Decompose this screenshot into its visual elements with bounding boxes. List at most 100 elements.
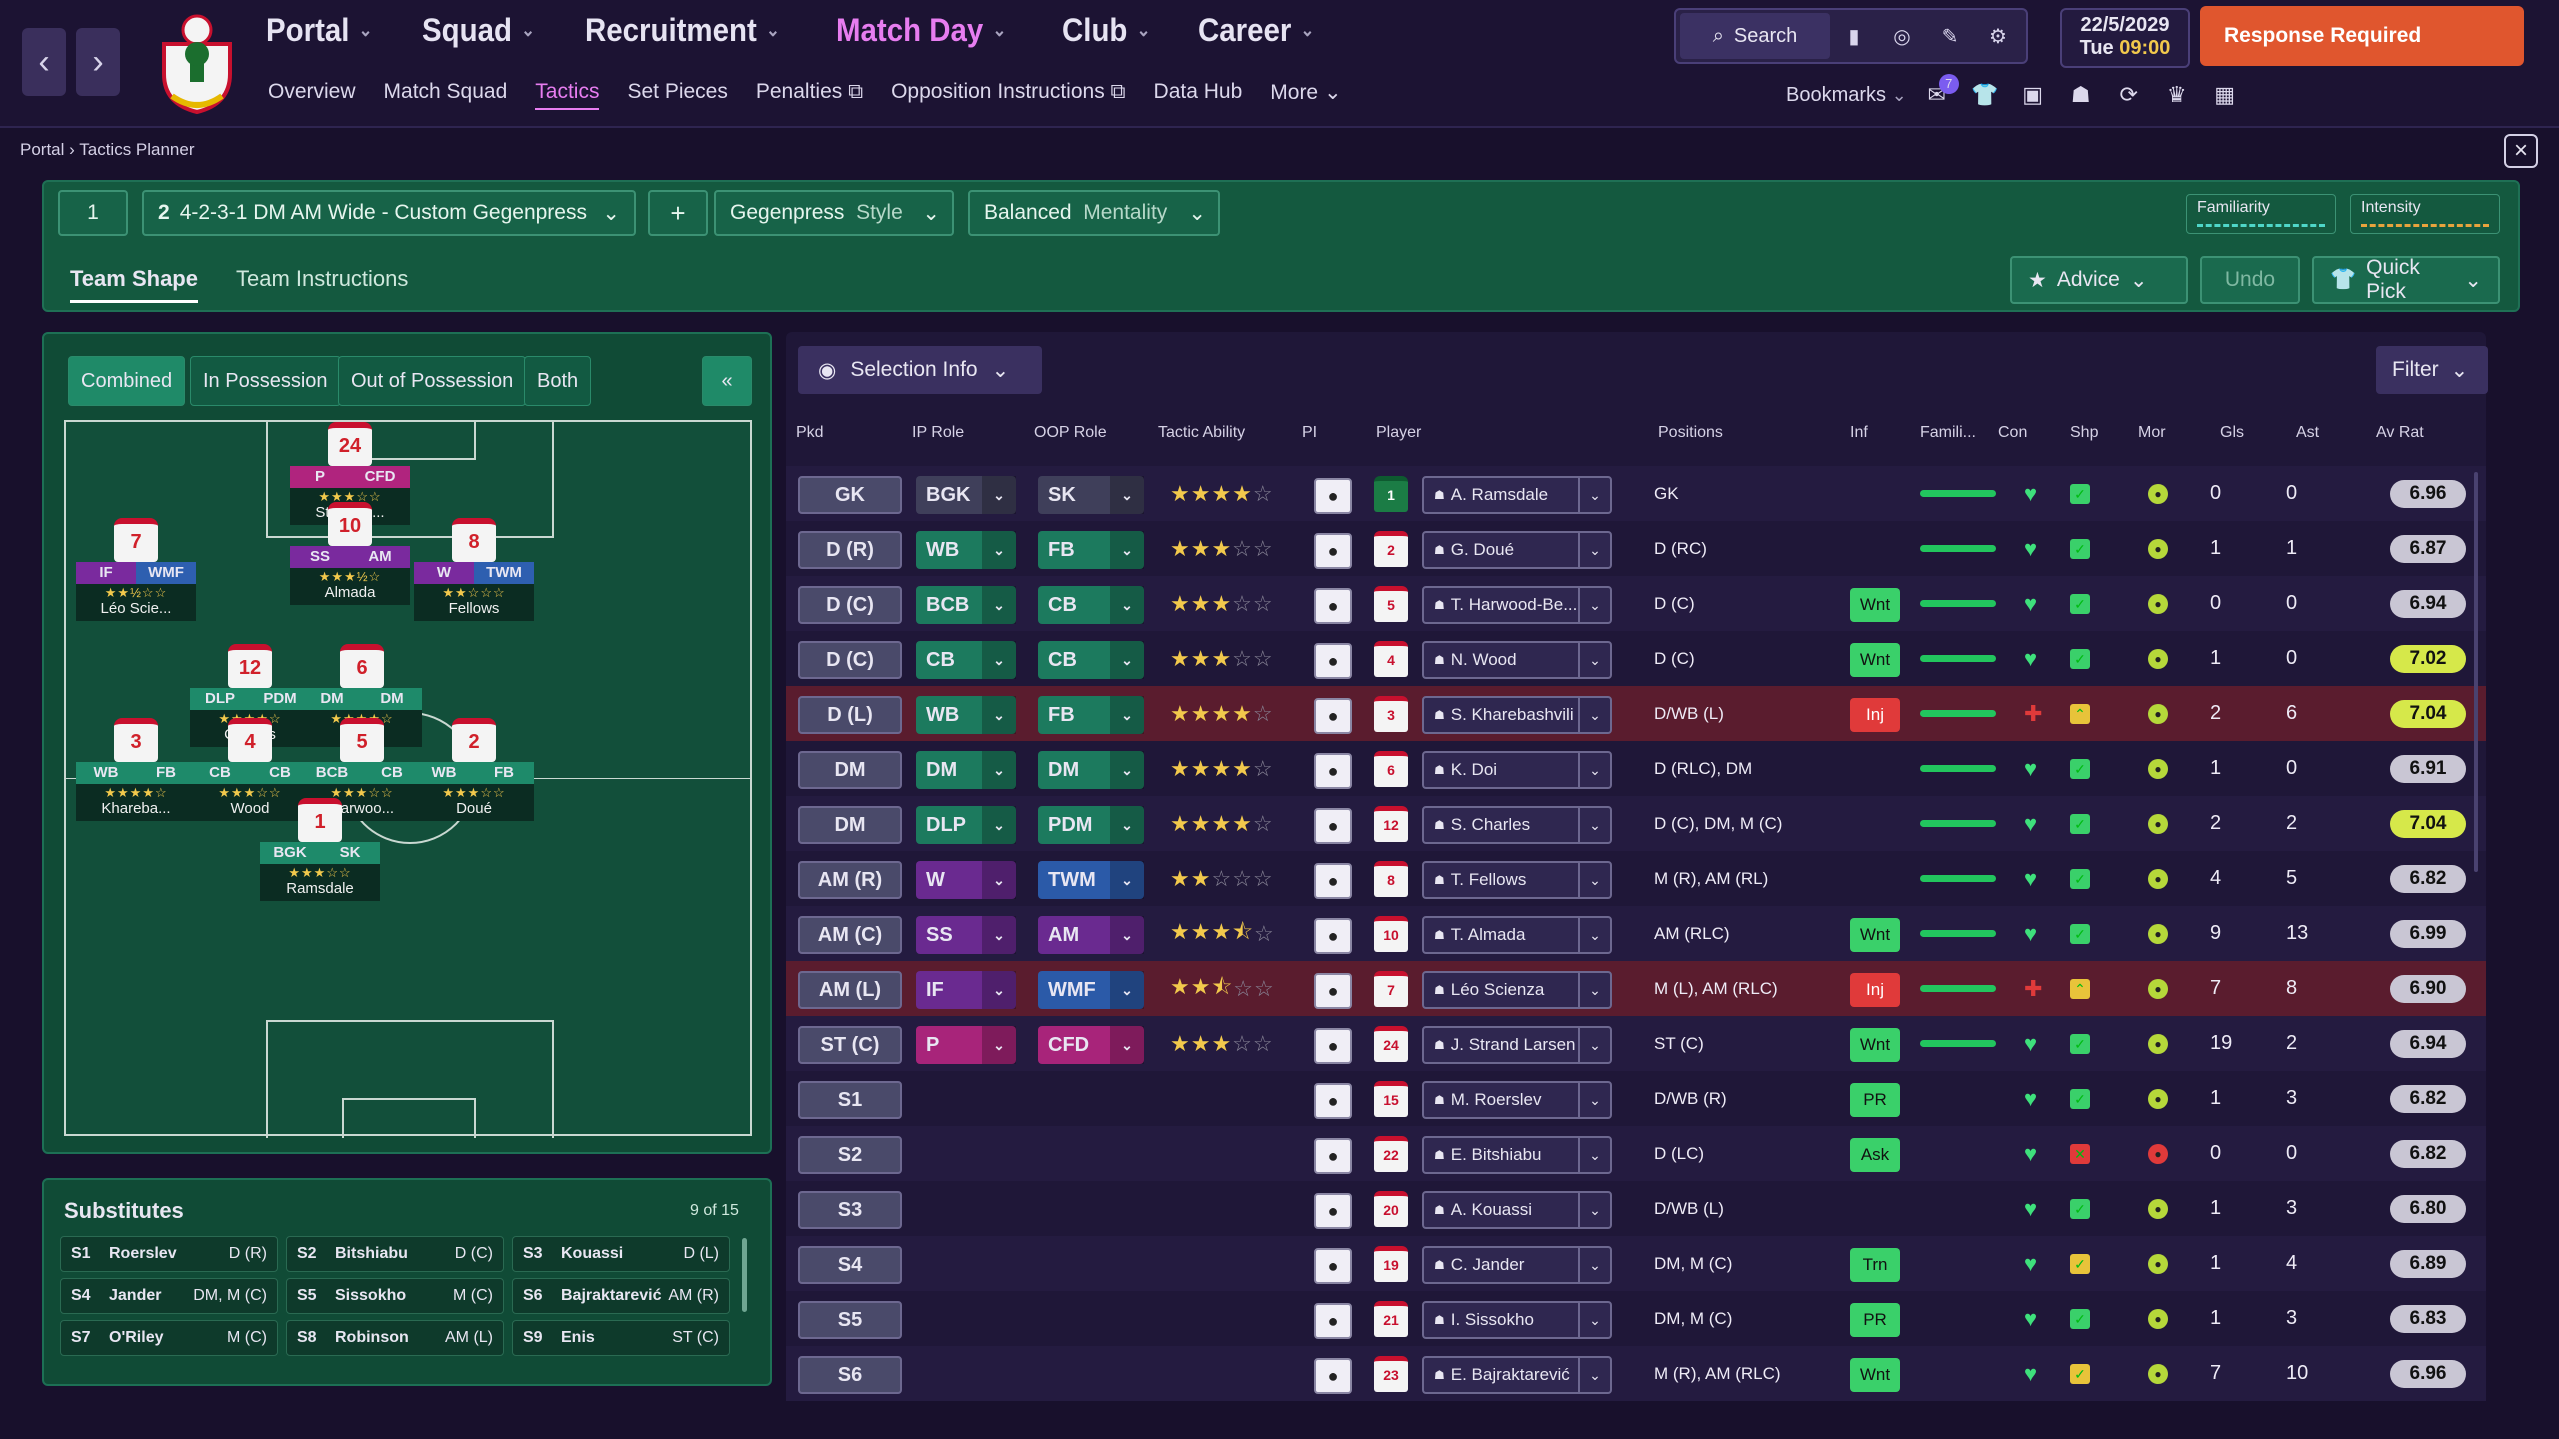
player-select[interactable]: ☗ T. Fellows ⌄ [1422,861,1612,899]
picked-position[interactable]: DM [798,806,902,844]
trophy-icon[interactable]: ♛ [2166,82,2187,107]
picked-position[interactable]: S1 [798,1081,902,1119]
undo-button[interactable]: Undo [2200,256,2300,304]
oop-role-select[interactable]: SK ⌄ [1038,476,1144,514]
globe-icon[interactable]: ◎ [1893,25,1911,48]
player-instructions-button[interactable]: ● [1314,973,1352,1009]
submenu-penalties[interactable]: Penalties ⧉ [756,80,863,110]
inbox-icon[interactable]: ✉ 7 [1913,74,1961,108]
player-select[interactable]: ☗ C. Jander ⌄ [1422,1246,1612,1284]
club-crest-icon[interactable] [152,10,242,115]
player-instructions-button[interactable]: ● [1314,808,1352,844]
player-instructions-button[interactable]: ● [1314,863,1352,899]
player-select[interactable]: ☗ M. Roerslev ⌄ [1422,1081,1612,1119]
column-header[interactable]: Pkd [796,424,824,441]
picked-position[interactable]: AM (R) [798,861,902,899]
table-row[interactable]: D (C) CB ⌄ CB ⌄ ★★★ ☆ ☆ ● 4 ☗ N. Wood ⌄ D (C) Wnt ♥ ✓ ● 1 0… [786,631,2486,686]
substitute-item[interactable]: S6 Bajraktarević AM (R) [512,1278,730,1314]
date-display[interactable]: 22/5/2029 Tue 09:00 [2060,8,2190,68]
column-header[interactable]: Av Rat [2376,424,2424,441]
oop-role-select[interactable]: CB ⌄ [1038,586,1144,624]
pitch-player[interactable]: 4 CB CB ★★★☆☆ Wood [190,718,310,821]
filter-dropdown[interactable]: Filter ⌄ [2376,346,2488,394]
table-row[interactable]: DM DLP ⌄ PDM ⌄ ★★★★ ☆ ● 12 ☗ S. Charles ⌄ D (C), DM,… [786,796,2486,851]
ip-role-select[interactable]: BGK ⌄ [916,476,1016,514]
search-button[interactable]: ⌕ Search [1680,13,1830,59]
ip-role-select[interactable]: P ⌄ [916,1026,1016,1064]
player-instructions-button[interactable]: ● [1314,1083,1352,1119]
oop-role-select[interactable]: FB ⌄ [1038,531,1144,569]
table-row[interactable]: GK BGK ⌄ SK ⌄ ★★★★ ☆ ● 1 ☗ A. Ramsdale ⌄ GK ♥ ✓ ● 0 0 6.96 [786,466,2486,521]
substitute-item[interactable]: S5 Sissokho M (C) [286,1278,504,1314]
tab-team-shape[interactable]: Team Shape [70,266,198,303]
submenu-opposition-instructions[interactable]: Opposition Instructions ⧉ [891,80,1125,110]
picked-position[interactable]: D (C) [798,641,902,679]
ip-role-select[interactable]: WB ⌄ [916,531,1016,569]
oop-role-select[interactable]: DM ⌄ [1038,751,1144,789]
column-header[interactable]: Positions [1658,424,1723,441]
forward-button[interactable]: › [76,28,120,96]
menu-recruitment[interactable]: Recruitment ⌄ [585,12,780,49]
player-instructions-button[interactable]: ● [1314,643,1352,679]
column-header[interactable]: Gls [2220,424,2244,441]
ip-role-select[interactable]: SS ⌄ [916,916,1016,954]
picked-position[interactable]: D (C) [798,586,902,624]
player-select[interactable]: ☗ S. Charles ⌄ [1422,806,1612,844]
info-badge[interactable]: Trn [1850,1248,1900,1282]
picked-position[interactable]: AM (L) [798,971,902,1009]
substitutes-scrollbar[interactable] [742,1238,747,1312]
menu-portal[interactable]: Portal ⌄ [266,12,373,49]
player-select[interactable]: ☗ S. Kharebashvili ⌄ [1422,696,1612,734]
player-select[interactable]: ☗ A. Ramsdale ⌄ [1422,476,1612,514]
tactic-name-dropdown[interactable]: 2 4-2-3-1 DM AM Wide - Custom Gegenpress ⌄ [142,190,636,236]
substitute-item[interactable]: S8 Robinson AM (L) [286,1320,504,1356]
table-scrollbar[interactable] [2474,472,2478,872]
shape-combined-button[interactable]: Combined [68,356,186,406]
column-header[interactable]: Mor [2138,424,2166,441]
submenu-match-squad[interactable]: Match Squad [384,80,508,110]
player-select[interactable]: ☗ E. Bajraktarević ⌄ [1422,1356,1612,1394]
info-badge[interactable]: Wnt [1850,1358,1900,1392]
table-row[interactable]: ST (C) P ⌄ CFD ⌄ ★★★ ☆ ☆ ● 24 ☗ J. Strand Larsen ⌄ ST… [786,1016,2486,1071]
menu-match-day[interactable]: Match Day ⌄ [836,12,1006,49]
pitch-player[interactable]: 8 W TWM ★★☆☆☆ Fellows [414,518,534,621]
table-row[interactable]: D (C) BCB ⌄ CB ⌄ ★★★ ☆ ☆ ● 5 ☗ T. Harwood-Be... ⌄ D (… [786,576,2486,631]
player-select[interactable]: ☗ A. Kouassi ⌄ [1422,1191,1612,1229]
back-button[interactable]: ‹ [22,28,66,96]
player-instructions-button[interactable]: ● [1314,1358,1352,1394]
player-select[interactable]: ☗ E. Bitshiabu ⌄ [1422,1136,1612,1174]
oop-role-select[interactable]: CFD ⌄ [1038,1026,1144,1064]
bookmarks-dropdown[interactable]: Bookmarks ⌄ [1786,84,1907,107]
oop-role-select[interactable]: CB ⌄ [1038,641,1144,679]
column-header[interactable]: Ast [2296,424,2320,441]
selection-info-dropdown[interactable]: ◉ Selection Info ⌄ [798,346,1042,394]
column-header[interactable]: Inf [1850,424,1868,441]
picked-position[interactable]: S2 [798,1136,902,1174]
table-row[interactable]: AM (R) W ⌄ TWM ⌄ ★★ ☆ ☆ ☆ ● 8 ☗ T. Fellows ⌄ M (R), AM… [786,851,2486,906]
table-row[interactable]: S3 ● 20 ☗ A. Kouassi ⌄ D/WB (L) ♥ ✓ ● 1 3 6.80 [786,1181,2486,1236]
column-header[interactable]: Player [1376,424,1422,441]
player-select[interactable]: ☗ I. Sissokho ⌄ [1422,1301,1612,1339]
info-badge[interactable]: Wnt [1850,1028,1900,1062]
calendar-icon[interactable]: ▦ [2214,82,2236,107]
player-instructions-button[interactable]: ● [1314,478,1352,514]
picked-position[interactable]: S5 [798,1301,902,1339]
pitch-player[interactable]: 1 BGK SK ★★★☆☆ Ramsdale [260,798,380,901]
substitute-item[interactable]: S2 Bitshiabu D (C) [286,1236,504,1272]
picked-position[interactable]: GK [798,476,902,514]
collapse-button[interactable]: « [702,356,752,406]
response-required-button[interactable]: Response Required [2200,6,2524,66]
info-badge[interactable]: Wnt [1850,588,1900,622]
ip-role-select[interactable]: CB ⌄ [916,641,1016,679]
player-instructions-button[interactable]: ● [1314,1028,1352,1064]
oop-role-select[interactable]: TWM ⌄ [1038,861,1144,899]
oop-role-select[interactable]: WMF ⌄ [1038,971,1144,1009]
pitch-player[interactable]: 2 WB FB ★★★☆☆ Doué [414,718,534,821]
player-instructions-button[interactable]: ● [1314,1303,1352,1339]
player-instructions-button[interactable]: ● [1314,753,1352,789]
pitch-player[interactable]: 3 WB FB ★★★★☆ Khareba... [76,718,196,821]
substitute-item[interactable]: S4 Jander DM, M (C) [60,1278,278,1314]
info-badge[interactable]: Inj [1850,698,1900,732]
mentality-dropdown[interactable]: Balanced Mentality ⌄ [968,190,1220,236]
menu-career[interactable]: Career ⌄ [1198,12,1314,49]
